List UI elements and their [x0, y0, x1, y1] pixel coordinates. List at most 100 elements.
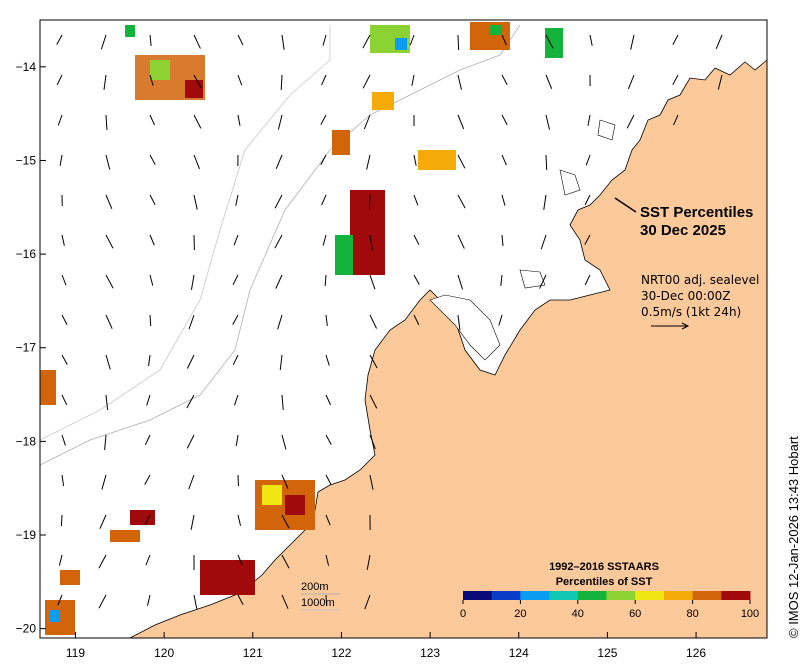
current-vector [61, 234, 65, 246]
current-vector [58, 554, 63, 566]
current-vector [457, 74, 462, 90]
current-vector [186, 394, 195, 409]
current-vector [149, 154, 156, 165]
current-vector [413, 274, 420, 285]
current-vector [186, 354, 195, 369]
current-vector [186, 434, 195, 449]
current-vector [149, 234, 155, 246]
current-vector [368, 194, 371, 211]
info-scale: 0.5m/s (1kt 24h) [641, 305, 741, 319]
current-vectors [56, 34, 723, 610]
x-tick-label: 123 [420, 646, 440, 660]
legend-swatch [692, 591, 722, 600]
current-vector [61, 354, 68, 365]
legend-title-line1: 1992–2016 SSTAARS [549, 561, 659, 573]
legend-swatch [463, 591, 493, 600]
current-vector [457, 234, 465, 249]
current-vector [540, 234, 547, 250]
current-vector [322, 234, 327, 246]
current-vector [232, 354, 239, 366]
current-vector [56, 74, 63, 86]
contour-1000m-line [39, 25, 331, 441]
legend-tick-label: 40 [572, 608, 584, 620]
current-vector [501, 114, 508, 125]
current-vector [193, 34, 201, 49]
current-vector [281, 554, 290, 569]
sst-patches [40, 22, 563, 635]
current-vector [672, 74, 679, 85]
current-vector [369, 394, 378, 409]
current-vector [61, 394, 68, 406]
current-vector [145, 554, 151, 566]
current-vector [190, 514, 195, 530]
current-vector [105, 154, 111, 170]
current-vector [232, 314, 239, 325]
legend-swatch [635, 591, 665, 600]
current-vector [717, 74, 723, 90]
current-vector [149, 74, 154, 86]
current-vector [275, 274, 283, 289]
current-vector [320, 154, 327, 165]
current-vector [362, 34, 371, 49]
current-vector [325, 594, 328, 607]
y-axis: −14 −15 −16 −17 −18 −19 −20 [16, 60, 46, 636]
x-tick-label: 125 [597, 646, 617, 660]
current-vector [457, 154, 466, 169]
y-tick-label: −15 [16, 153, 37, 167]
current-vector [626, 114, 635, 129]
current-vector [364, 594, 371, 610]
contour-200m-line [39, 24, 521, 466]
current-vector [237, 34, 244, 46]
current-vector [101, 474, 107, 490]
current-vector [57, 594, 63, 606]
current-vector [105, 194, 113, 210]
current-vector [369, 434, 376, 450]
x-tick-label: 122 [331, 646, 351, 660]
contour-200m-label: 200m [301, 581, 329, 593]
current-vector [104, 434, 107, 450]
current-vector [500, 274, 503, 286]
current-vector [190, 274, 195, 290]
x-tick-label: 124 [509, 646, 529, 660]
current-vector [105, 234, 114, 249]
current-vector [369, 274, 376, 290]
current-vector [105, 314, 113, 329]
current-vector [281, 594, 289, 609]
current-vector [369, 474, 374, 490]
x-axis: 119 120 121 122 123 124 125 126 [66, 632, 706, 660]
current-vector [61, 274, 67, 286]
legend-ticks: 0 20 40 60 80 100 [460, 600, 759, 620]
current-vector [149, 274, 154, 286]
current-vector [149, 314, 152, 327]
current-vector [59, 154, 63, 166]
coastal-islands [429, 119, 616, 361]
current-vector [322, 34, 327, 46]
current-vector [543, 194, 547, 210]
current-vector [277, 114, 283, 130]
current-vector [61, 474, 65, 486]
current-vector [369, 314, 377, 329]
current-vector [98, 594, 107, 609]
current-vector [188, 474, 195, 490]
current-vector [325, 354, 330, 366]
current-vector [413, 154, 417, 166]
current-vector [589, 34, 593, 46]
title-pointer [614, 197, 637, 213]
current-vector [103, 74, 107, 90]
current-vector [369, 234, 373, 250]
current-vector [144, 434, 151, 446]
current-vector [501, 34, 507, 46]
legend-swatch [663, 591, 694, 600]
current-vector [539, 274, 547, 289]
current-vector [320, 114, 327, 125]
current-vector [324, 274, 327, 287]
legend-swatch [721, 591, 751, 600]
current-vector [61, 434, 66, 446]
current-vector [366, 554, 371, 570]
y-tick-label: −18 [16, 434, 37, 448]
current-vector [325, 434, 332, 445]
current-vector [235, 434, 239, 446]
current-vector [277, 314, 283, 330]
current-vector [193, 74, 202, 89]
